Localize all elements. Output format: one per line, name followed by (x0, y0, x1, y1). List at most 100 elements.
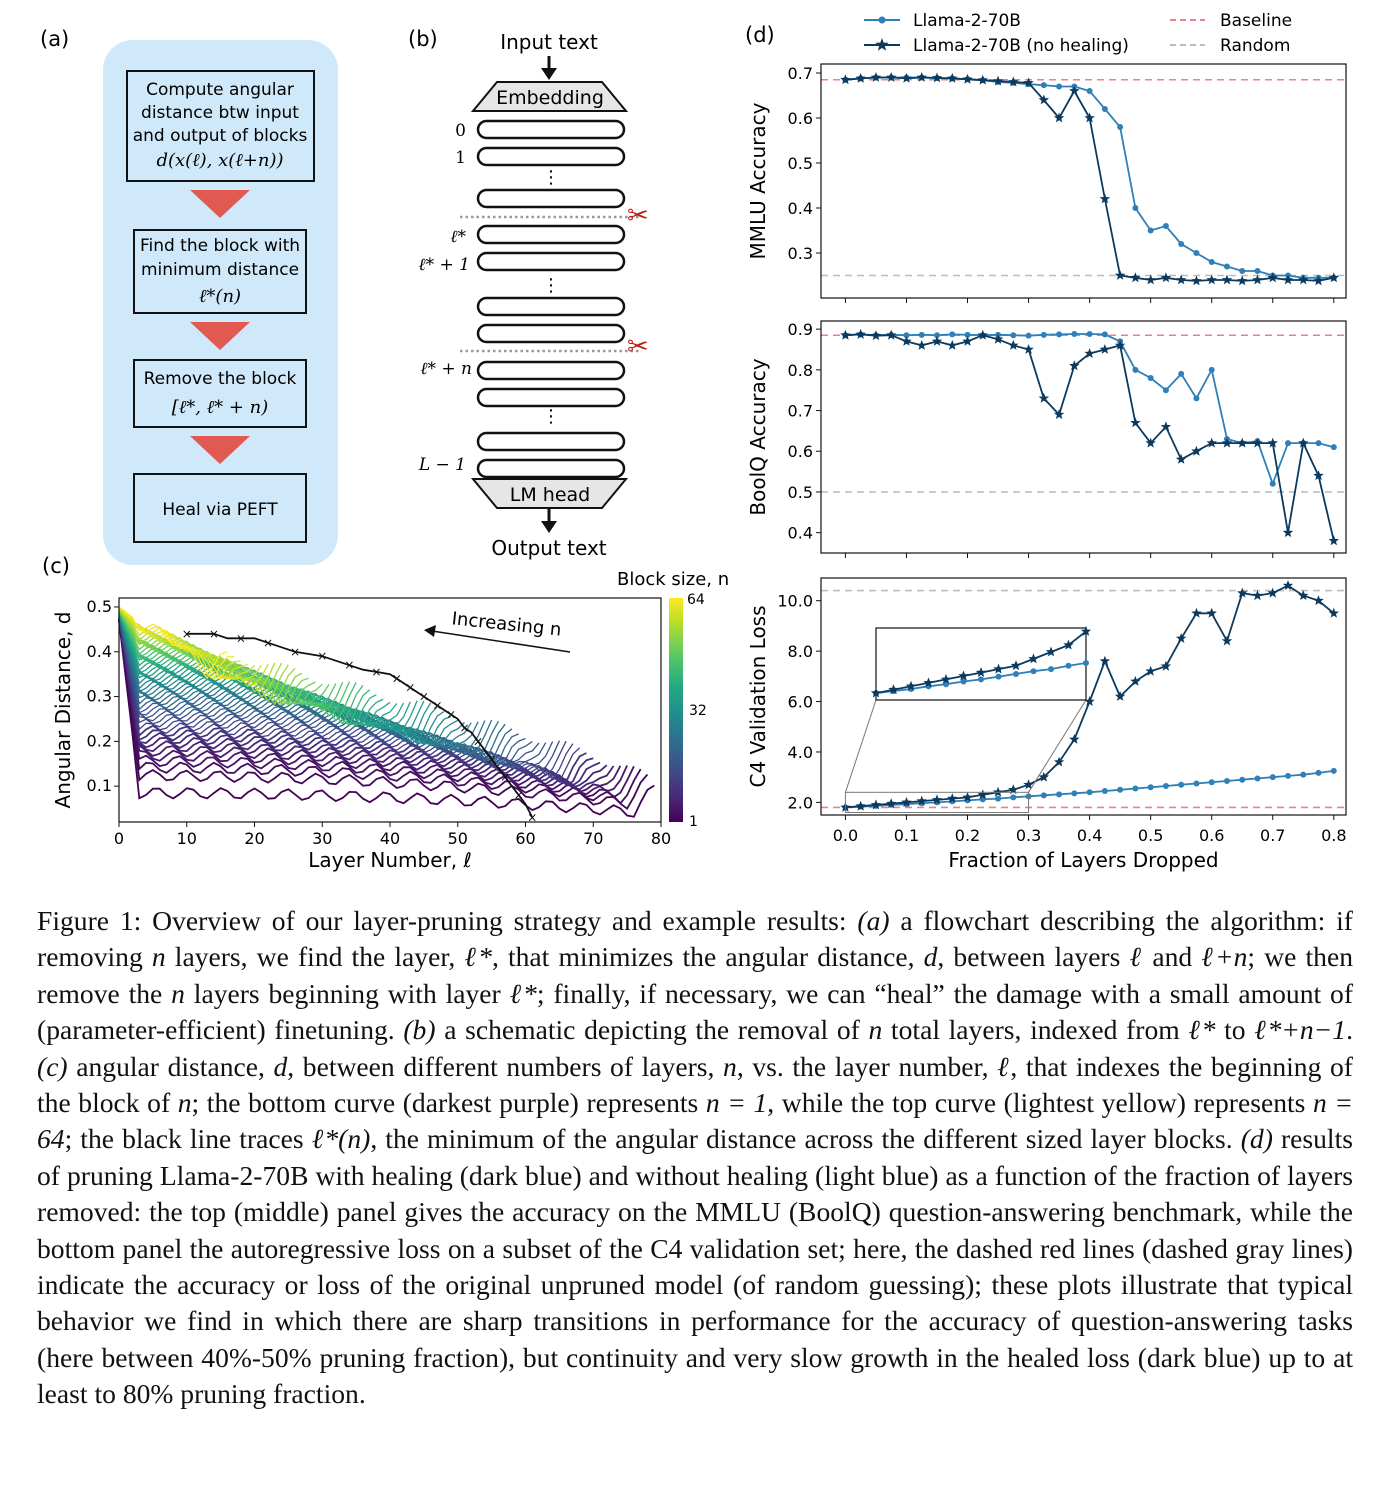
x-tick-label-10: 10 (177, 829, 197, 848)
x-tick-label-70: 70 (583, 829, 603, 848)
transformer-layer-10 (476, 458, 626, 479)
legend-marker-star (875, 38, 889, 51)
panel-label-b: (b) (408, 27, 438, 51)
ellipsis-2: ⋮ (542, 275, 560, 296)
inset-connector-right (1028, 699, 1087, 793)
point-no-healing-18 (1114, 270, 1126, 280)
y-tick-label-0.8: 0.8 (788, 361, 813, 380)
step-3-math: [ℓ*, ℓ* + n) (172, 397, 269, 418)
y-tick-label-0.5: 0.5 (788, 154, 813, 173)
point-healed-14 (1056, 83, 1063, 90)
point-no-healing-10 (992, 333, 1004, 344)
min-trace-marker: × (263, 636, 273, 650)
min-trace-marker: × (317, 649, 327, 663)
point-no-healing-31 (1313, 595, 1324, 606)
subplot-d-c4: 2.0 4.0 6.0 8.0 10.0 C4 Validation Loss 0.0 0.1… (746, 577, 1347, 872)
inset-point-no-healing-4 (940, 673, 952, 684)
min-trace-marker: × (527, 811, 537, 825)
x-tick-label-0: 0.0 (833, 826, 858, 845)
layer-label-lstar-plus-1: ℓ* + 1 (419, 255, 470, 275)
layer-label-lstar: ℓ* (450, 227, 466, 247)
point-no-healing-28 (1267, 587, 1278, 598)
output-text-label: Output text (491, 536, 606, 560)
min-trace-marker: × (209, 627, 219, 641)
y-tick-label-0.2: 0.2 (87, 731, 112, 750)
point-healed-27 (1254, 268, 1261, 274)
point-healed-15 (1071, 790, 1078, 797)
step-2-math: ℓ*(n) (199, 286, 241, 307)
min-trace-marker: × (419, 690, 429, 704)
x-tick-label-0.4: 0.4 (1077, 826, 1102, 845)
layer-label-1: 1 (455, 148, 466, 168)
x-tick-label-0.7: 0.7 (1260, 826, 1285, 845)
flow-arrow-3 (190, 436, 250, 464)
point-no-healing-9 (977, 74, 988, 85)
point-no-healing-4 (901, 72, 912, 83)
point-no-healing-12 (1023, 77, 1034, 88)
inset-point-healed-9 (1030, 668, 1037, 675)
point-no-healing-6 (931, 335, 943, 346)
y-axis-label: C4 Validation Loss (746, 605, 770, 787)
transformer-layer-5 (476, 296, 626, 317)
point-no-healing-25 (1221, 437, 1233, 448)
step-2-line-2: minimum distance (141, 260, 299, 280)
min-trace-marker: × (405, 681, 415, 695)
curve-n-1 (118, 620, 655, 818)
min-trace-marker: × (371, 665, 381, 679)
point-no-healing-8 (962, 791, 973, 802)
layer-stack (476, 119, 626, 479)
series-line-healed (845, 76, 1334, 279)
curve-n-3 (118, 619, 642, 805)
min-trace-line (186, 632, 534, 818)
layer-label-L-minus-1: L − 1 (418, 455, 466, 475)
point-healed-14 (1056, 331, 1063, 338)
transformer-layer-2 (476, 188, 626, 209)
point-healed-24 (1208, 259, 1215, 265)
point-no-healing-31 (1313, 470, 1324, 481)
point-healed-22 (1178, 781, 1185, 788)
x-tick-label-50: 50 (448, 829, 468, 848)
legend-label-random: Random (1220, 36, 1290, 56)
point-no-healing-28 (1267, 272, 1278, 283)
point-no-healing-2 (870, 799, 882, 810)
point-healed-24 (1208, 366, 1215, 373)
point-healed-20 (1147, 374, 1154, 381)
inset-point-no-healing-7 (993, 663, 1004, 674)
point-no-healing-8 (962, 73, 973, 84)
point-healed-13 (1040, 82, 1047, 89)
point-healed-32 (1330, 444, 1337, 451)
min-trace-marker: × (446, 707, 456, 721)
point-no-healing-17 (1099, 193, 1111, 204)
point-no-healing-24 (1206, 274, 1217, 285)
point-healed-13 (1040, 792, 1047, 799)
point-no-healing-0 (840, 329, 851, 340)
flowchart-step-2: Find the block with minimum distance ℓ*(… (133, 229, 307, 314)
curve-n-60 (118, 607, 255, 681)
y-tick-label-0.6: 0.6 (788, 442, 813, 461)
point-healed-6 (933, 332, 940, 339)
point-healed-17 (1101, 788, 1108, 795)
point-no-healing-16 (1084, 348, 1095, 358)
point-no-healing-14 (1053, 409, 1065, 420)
embedding-block (470, 81, 629, 112)
flowchart-step-1: Compute angular distance btw input and o… (126, 70, 315, 182)
point-no-healing-11 (1008, 76, 1019, 87)
inset-point-healed-12 (1083, 659, 1089, 666)
point-no-healing-25 (1221, 274, 1233, 285)
point-no-healing-19 (1130, 272, 1141, 283)
inset-point-no-healing-3 (923, 677, 934, 688)
transformer-layer-8 (476, 387, 626, 408)
x-tick-label-0.6: 0.6 (1199, 826, 1224, 845)
colorbar-tick-64: 64 (687, 592, 705, 608)
transformer-layer-4 (476, 251, 626, 272)
transformer-layer-0 (476, 119, 626, 140)
y-tick-label-0.4: 0.4 (788, 199, 813, 218)
point-no-healing-6 (931, 72, 943, 83)
point-no-healing-19 (1130, 675, 1141, 686)
inset-point-no-healing-12 (1080, 625, 1092, 636)
point-no-healing-20 (1145, 274, 1156, 285)
point-no-healing-5 (916, 795, 927, 806)
inset-point-healed-6 (978, 676, 984, 683)
subplot-d-mmlu: 0.3 0.4 0.5 0.6 0.7 MMLU Accuracy (746, 63, 1347, 303)
point-healed-28 (1269, 480, 1276, 487)
